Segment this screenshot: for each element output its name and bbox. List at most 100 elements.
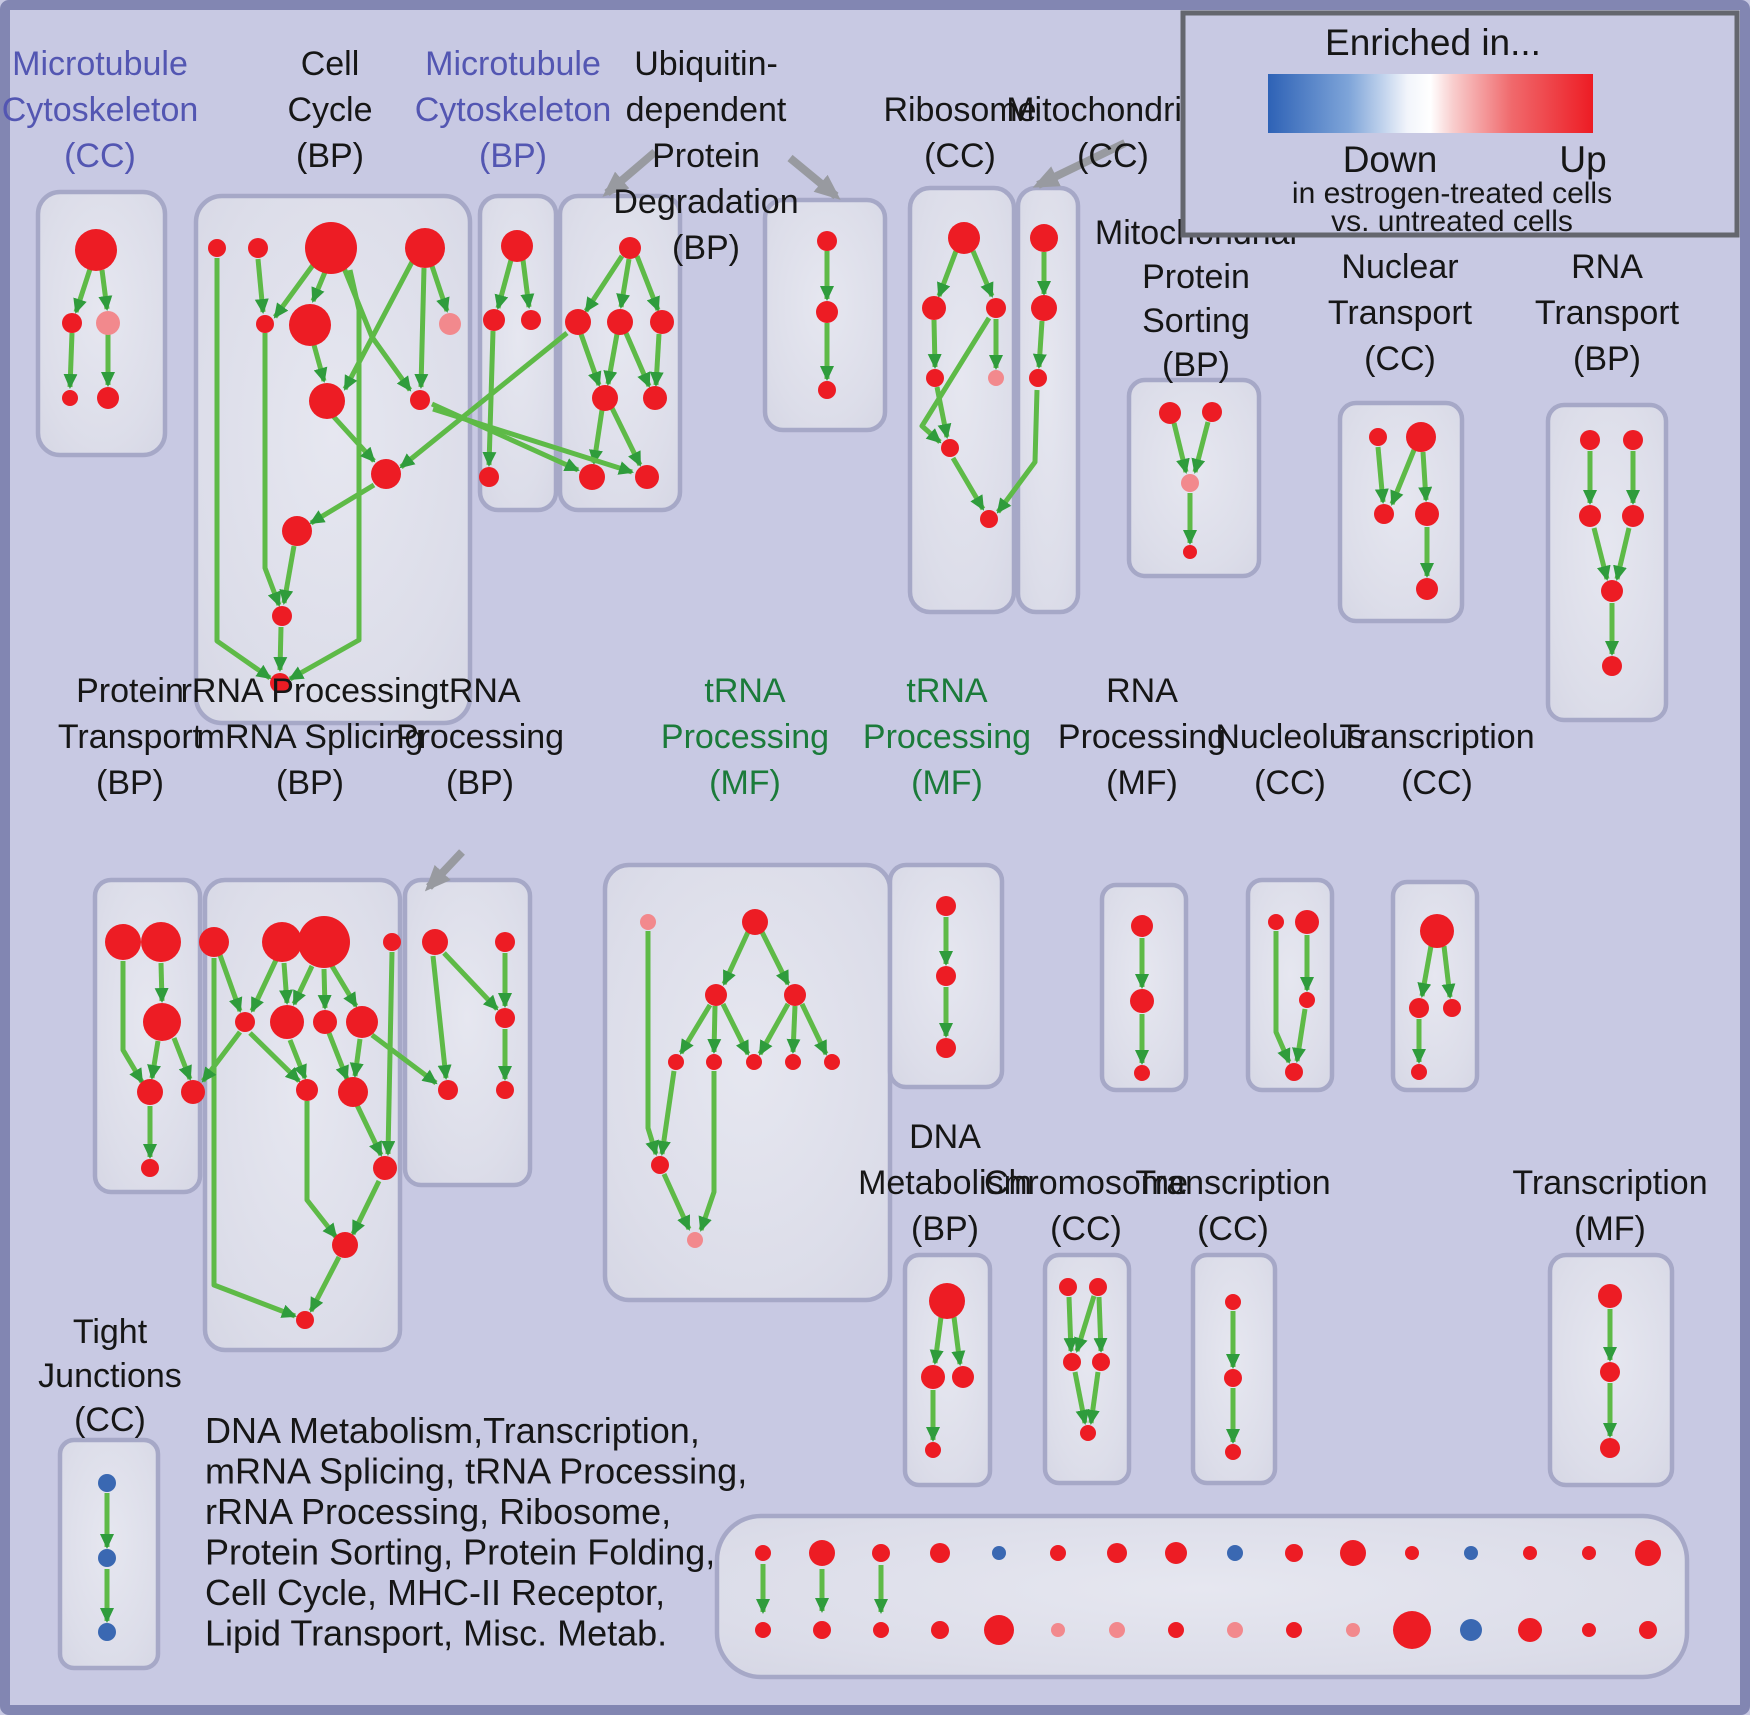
microtubule-cytoskeleton-bp-node-3 bbox=[479, 467, 499, 487]
cell-cycle-bp-edge-1 bbox=[254, 258, 269, 314]
rna-processing-mf-label-line-2: (MF) bbox=[1106, 764, 1178, 802]
misc-column-10-top-node bbox=[1340, 1540, 1366, 1566]
cell-cycle-bp-label-line-2: (BP) bbox=[296, 137, 364, 175]
microtubule-cytoskeleton-cc-node-4 bbox=[97, 387, 119, 409]
ubiquitin-degradation-a-node-2 bbox=[607, 309, 633, 335]
nucleolus-cc-node-0 bbox=[1268, 914, 1284, 930]
chromosome-cc-edge-4 bbox=[1085, 1371, 1101, 1425]
transcription-cc-upper-node-2 bbox=[1443, 999, 1461, 1017]
transcription-cc-upper-label: Transcription (CC) bbox=[1339, 718, 1534, 802]
trna-processing-mf-small-label: tRNA Processing (MF) bbox=[863, 672, 1031, 802]
nucleolus-cc-node-2 bbox=[1299, 992, 1315, 1008]
rna-transport-bp-node-4 bbox=[1601, 580, 1623, 602]
nuclear-transport-cc-label-line-2: (CC) bbox=[1364, 340, 1436, 378]
mitochondrial-protein-sorting-bp-label-line-1: Protein bbox=[1142, 258, 1250, 296]
nuclear-transport-cc-node-3 bbox=[1415, 502, 1439, 526]
nuclear-transport-cc-box bbox=[1337, 400, 1465, 624]
annotation-arrows-layer bbox=[424, 139, 1127, 892]
misc-column-6-top-node bbox=[1107, 1543, 1127, 1563]
cell-cycle-bp-edge-3 bbox=[310, 271, 328, 303]
ubiquitin-degradation-a-label-line-1: dependent bbox=[626, 91, 787, 129]
trna-processing-mf-small-label-line-2: (MF) bbox=[911, 764, 983, 802]
nuclear-transport-cc-node-1 bbox=[1406, 422, 1436, 452]
nuclear-transport-cc-node-2 bbox=[1374, 504, 1394, 524]
protein-transport-bp-node-1 bbox=[141, 922, 181, 962]
rna-processing-mf-label-line-0: RNA bbox=[1106, 672, 1178, 710]
ubiquitin-degradation-a-label-line-2: Protein bbox=[652, 137, 760, 175]
trna-processing-mf-large-edge-7 bbox=[799, 1002, 829, 1056]
ubiquitin-degradation-a-node-3 bbox=[650, 310, 674, 334]
ribosome-cc-node-6 bbox=[980, 510, 998, 528]
cell-cycle-bp-node-3 bbox=[405, 228, 445, 268]
trna-processing-bp-label-line-0: tRNA bbox=[439, 672, 521, 710]
rna-transport-bp-edge-2 bbox=[1591, 527, 1611, 581]
rrna-processing-mrna-splicing-bp-node-12 bbox=[296, 1311, 314, 1329]
mitochondrion-cc-label-line-1: (CC) bbox=[1077, 137, 1149, 175]
trna-processing-mf-large-node-3 bbox=[784, 984, 806, 1006]
nuclear-transport-cc-edge-0 bbox=[1374, 446, 1389, 504]
legend-down-label: Down bbox=[1343, 139, 1438, 180]
chromosome-cc-node-1 bbox=[1089, 1278, 1107, 1296]
ubiquitin-degradation-a-node-4 bbox=[592, 385, 618, 411]
rrna-processing-mrna-splicing-bp-edge-7 bbox=[381, 951, 396, 1156]
legend: Enriched in... Down Up in estrogen-treat… bbox=[1180, 10, 1740, 238]
microtubule-cytoskeleton-cc-label-line-2: (CC) bbox=[64, 137, 136, 175]
ubiquitin-degradation-a-box bbox=[557, 193, 683, 513]
trna-processing-mf-small-node-2 bbox=[936, 1038, 956, 1058]
misc-column-7-top-node bbox=[1165, 1542, 1187, 1564]
chromosome-cc-box bbox=[1042, 1252, 1132, 1486]
microtubule-cytoskeleton-cc-node-0 bbox=[75, 229, 117, 271]
protein-transport-bp-node-5 bbox=[141, 1159, 159, 1177]
nucleolus-cc-label-line-1: (CC) bbox=[1254, 764, 1326, 802]
edges-layer bbox=[63, 250, 1640, 1623]
mitochondrial-protein-sorting-bp-node-3 bbox=[1183, 545, 1197, 559]
rrna-processing-mrna-splicing-bp-edge-4 bbox=[291, 964, 315, 1006]
misc-column-15-bottom-node bbox=[1639, 1621, 1657, 1639]
ribosome-cc-label: Ribosome (CC) bbox=[883, 91, 1036, 175]
trna-processing-mf-large-node-6 bbox=[746, 1054, 762, 1070]
rna-processing-mf-node-0 bbox=[1131, 915, 1153, 937]
tight-junctions-cc-node-1 bbox=[98, 1549, 116, 1567]
rna-transport-bp-node-5 bbox=[1602, 656, 1622, 676]
dna-metabolism-bp-node-2 bbox=[952, 1366, 974, 1388]
trna-processing-mf-large-edge-11 bbox=[698, 1071, 717, 1232]
trna-processing-mf-large-edge-9 bbox=[656, 1070, 677, 1156]
nucleolus-cc-node-1 bbox=[1295, 910, 1319, 934]
transcription-cc-lower-box bbox=[1190, 1252, 1278, 1486]
transcription-cc-upper-label-line-0: Transcription bbox=[1339, 718, 1534, 756]
cell-cycle-bp-edge-10 bbox=[331, 414, 376, 463]
trna-processing-mf-large-edge-3 bbox=[707, 1005, 722, 1054]
nucleolus-cc-node-3 bbox=[1285, 1063, 1303, 1081]
nucleolus-cc-label-line-0: Nucleolus bbox=[1215, 718, 1364, 756]
dna-metabolism-bp-node-0 bbox=[929, 1283, 965, 1319]
rrna-processing-mrna-splicing-bp-edge-1 bbox=[217, 954, 243, 1013]
cell-cycle-bp-edge-14 bbox=[273, 626, 288, 672]
misc-column-0-top-node bbox=[755, 1545, 771, 1561]
misc-terms-note-line-0: DNA Metabolism,Transcription, bbox=[205, 1410, 700, 1451]
chromosome-cc-edge-3 bbox=[1072, 1371, 1090, 1425]
rrna-processing-mrna-splicing-bp-node-8 bbox=[296, 1079, 318, 1101]
trna-processing-bp-node-3 bbox=[438, 1080, 458, 1100]
cell-cycle-bp-edge-11 bbox=[309, 482, 376, 526]
trna-processing-bp-edge-2 bbox=[430, 955, 452, 1080]
misc-column-9-bottom-node bbox=[1286, 1622, 1302, 1638]
nucleolus-cc-edge-0 bbox=[1273, 931, 1292, 1064]
mitochondrion-cc-node-2 bbox=[1029, 369, 1047, 387]
legend-title: Enriched in... bbox=[1325, 22, 1541, 63]
rna-processing-mf-label: RNA Processing (MF) bbox=[1058, 672, 1226, 802]
misc-terms-box bbox=[714, 1513, 1690, 1680]
trna-processing-mf-large-node-5 bbox=[706, 1054, 722, 1070]
transcription-cc-lower-node-2 bbox=[1225, 1444, 1241, 1460]
rrna-processing-mrna-splicing-bp-node-10 bbox=[373, 1156, 397, 1180]
misc-terms-note-line-4: Cell Cycle, MHC-II Receptor, bbox=[205, 1572, 665, 1613]
rrna-processing-mrna-splicing-bp-edge-3 bbox=[279, 962, 294, 1005]
misc-column-13-bottom-node bbox=[1518, 1618, 1542, 1642]
cell-cycle-bp-node-0 bbox=[208, 239, 226, 257]
transcription-cc-lower-node-1 bbox=[1224, 1369, 1242, 1387]
ubiquitin-degradation-a-label-line-4: (BP) bbox=[672, 229, 740, 267]
cell-cycle-bp-box bbox=[193, 193, 473, 726]
cell-cycle-bp-edge-9 bbox=[311, 344, 328, 383]
trna-processing-mf-large-node-8 bbox=[824, 1054, 840, 1070]
protein-transport-bp-label: Protein Transport (BP) bbox=[58, 672, 203, 802]
microtubule-cytoskeleton-cc-node-3 bbox=[62, 390, 78, 406]
